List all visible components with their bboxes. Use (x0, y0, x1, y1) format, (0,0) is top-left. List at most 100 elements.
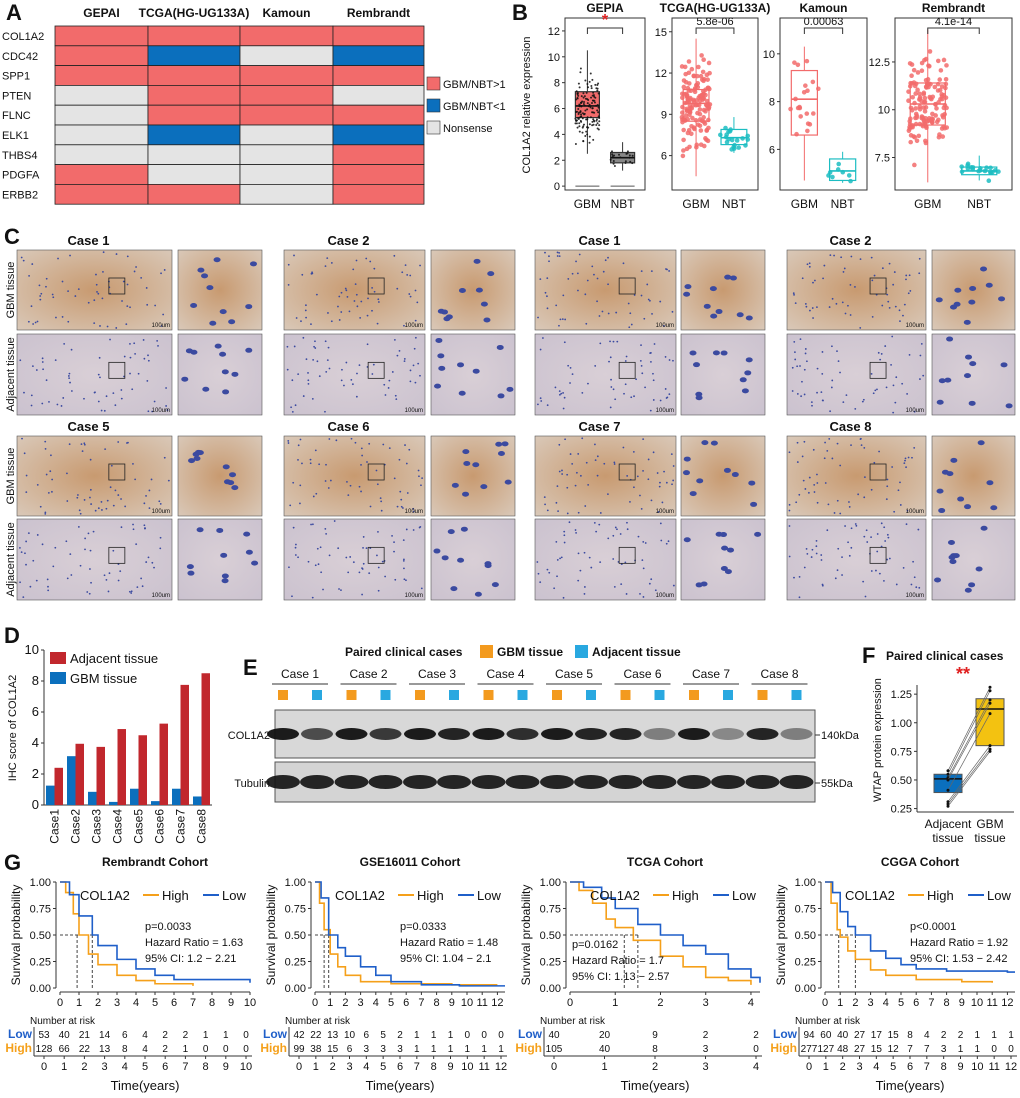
row-label: GBM tissue (5, 448, 17, 505)
nucleus (100, 409, 103, 412)
data-point (580, 120, 583, 123)
nucleus-zoom (968, 582, 976, 588)
x-tick-label: Case7 (174, 809, 188, 844)
nucleus-zoom (934, 577, 942, 583)
nucleus (393, 338, 396, 341)
legend-swatch (50, 672, 66, 684)
nucleus (848, 554, 851, 557)
data-point (589, 72, 592, 75)
blot-row-label: COL1A2 (228, 730, 270, 742)
nucleus-zoom (944, 377, 952, 383)
nucleus-zoom (181, 376, 189, 382)
nucleus (804, 303, 807, 305)
data-point (922, 95, 928, 101)
data-point (582, 140, 585, 143)
nucleus (36, 534, 39, 536)
nucleus (652, 451, 655, 454)
pair-line (947, 748, 991, 805)
nucleus (302, 395, 305, 397)
nucleus (805, 305, 808, 308)
nucleus-zoom (964, 504, 972, 510)
nucleus (854, 523, 857, 525)
nucleus (862, 580, 865, 583)
nucleus (366, 314, 369, 317)
nucleus (891, 335, 894, 338)
adjacent-marker (586, 690, 596, 700)
nucleus-zoom (249, 261, 257, 267)
zoom-region-box (869, 361, 887, 379)
nucleus (537, 403, 539, 406)
nucleus (403, 567, 405, 570)
nucleus (135, 543, 138, 546)
nucleus (569, 453, 572, 455)
nucleus-zoom (700, 581, 708, 587)
nucleus (86, 591, 89, 593)
nucleus (892, 283, 895, 286)
nucleus (902, 566, 905, 569)
nucleus (25, 474, 28, 477)
nucleus (28, 275, 30, 277)
nucleus (653, 343, 656, 345)
risk-count-low: 1 (991, 1030, 997, 1041)
nucleus (346, 480, 348, 483)
nucleus (829, 254, 832, 257)
nucleus (22, 596, 25, 599)
nucleus (89, 458, 92, 461)
nucleus (42, 368, 44, 371)
nucleus (30, 404, 33, 407)
nucleus (325, 463, 327, 466)
nucleus (598, 315, 601, 317)
x-tick-label: 3 (856, 1061, 862, 1073)
data-point (680, 153, 686, 159)
nucleus (132, 462, 134, 465)
nucleus (387, 387, 390, 389)
nucleus (892, 411, 895, 414)
x-axis-label: Time(years) (876, 1078, 945, 1093)
nucleus (581, 437, 584, 440)
nucleus (850, 255, 853, 258)
data-point (988, 701, 992, 705)
adjacent-marker (654, 690, 665, 700)
nucleus (886, 293, 889, 296)
data-point (593, 95, 596, 98)
tubulin-band (608, 775, 643, 789)
heatmap-cell (147, 104, 241, 126)
nucleus (325, 371, 328, 373)
y-tick-label: 0.25 (795, 957, 816, 969)
nucleus (105, 578, 108, 581)
x-tick-label: Case3 (90, 809, 104, 844)
x-tick-label: 6 (171, 997, 177, 1009)
nucleus (603, 462, 606, 465)
tubulin-band (300, 775, 334, 789)
nucleus (569, 382, 571, 384)
nucleus (612, 534, 615, 537)
nucleus (812, 281, 814, 284)
data-point (588, 135, 591, 138)
heatmap-cell (147, 183, 241, 205)
nucleus (918, 272, 921, 275)
data-point (743, 143, 748, 148)
nucleus (887, 300, 890, 303)
nucleus (558, 251, 561, 254)
nucleus-zoom (231, 371, 239, 377)
risk-group-label: High (515, 1041, 542, 1055)
nucleus (920, 342, 923, 345)
nucleus (594, 459, 597, 462)
nucleus (546, 404, 549, 407)
data-point (597, 128, 600, 131)
nucleus (291, 379, 294, 382)
heatmap-cell (239, 45, 334, 66)
nucleus (878, 450, 880, 453)
nucleus (649, 299, 651, 302)
nucleus (325, 532, 328, 535)
nucleus (839, 464, 842, 467)
col1a2-band (541, 728, 573, 740)
y-tick-label: 10 (878, 105, 890, 117)
data-point (946, 804, 950, 808)
y-tick-label: 0.00 (540, 983, 561, 995)
data-point (578, 122, 581, 125)
nucleus (89, 488, 92, 491)
data-point (579, 110, 582, 113)
dataset-header: TCGA(HG-UG133A) (139, 6, 250, 20)
nucleus-zoom (720, 350, 728, 356)
